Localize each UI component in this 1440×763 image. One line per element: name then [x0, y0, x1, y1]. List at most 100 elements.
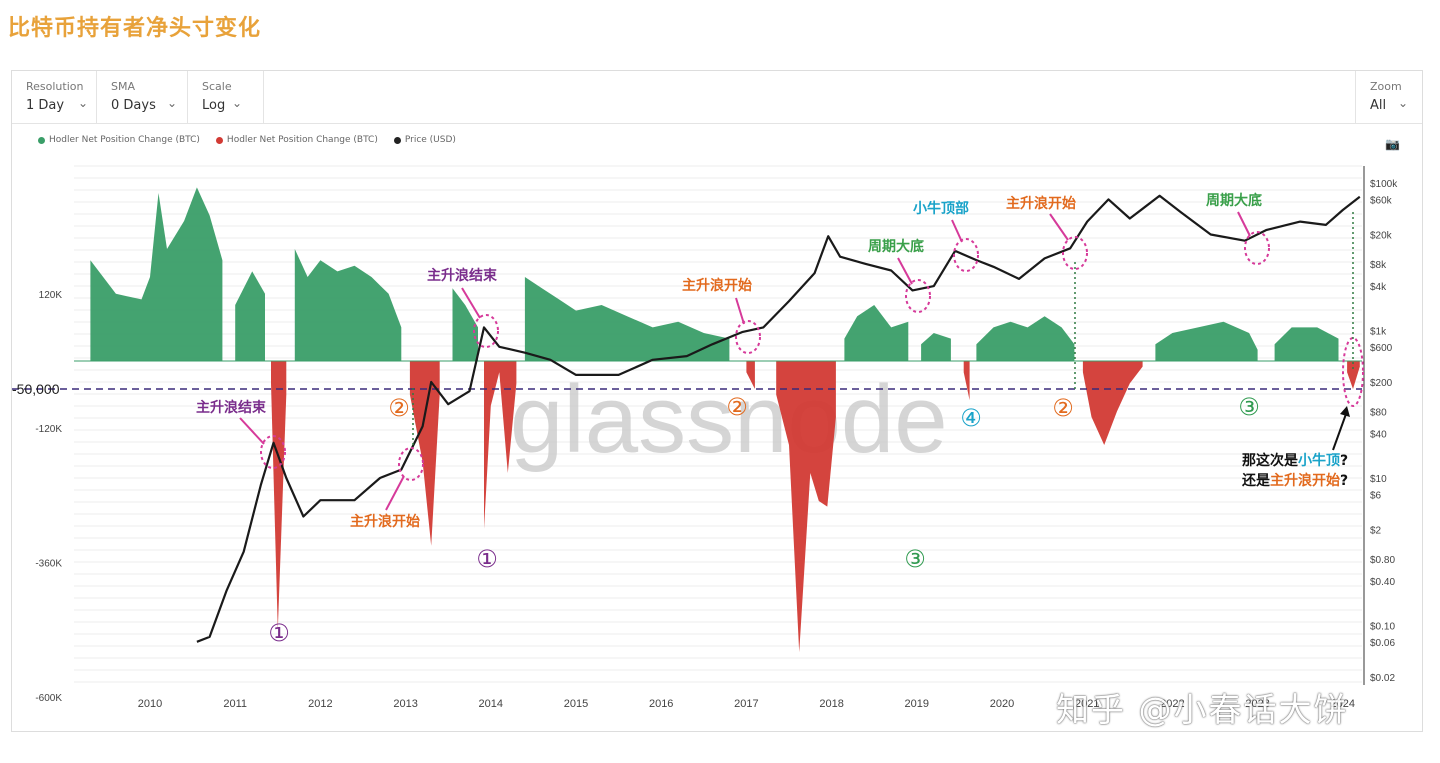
annotation-label: 小牛顶部	[913, 200, 969, 217]
question-part: 主升浪开始	[1270, 472, 1340, 489]
x-axis-tick: 2014	[479, 698, 503, 710]
highlight-circle	[473, 314, 499, 348]
right-axis-tick: $20k	[1370, 231, 1393, 242]
net-position-negative-area	[1082, 361, 1143, 445]
x-axis-tick: 2021	[1075, 698, 1099, 710]
footer-watermark: 知乎 @小春话大饼	[1056, 690, 1349, 729]
x-axis-tick: 2017	[734, 698, 758, 710]
annotation-arrow	[239, 417, 265, 445]
annotation-label: 主升浪开始	[350, 513, 420, 530]
page-title: 比特币持有者净头寸变化	[8, 16, 262, 41]
net-position-positive-area	[524, 277, 730, 361]
right-axis-tick: $80	[1370, 407, 1387, 418]
zoom-value: All	[1370, 98, 1387, 113]
annotation-label: 主升浪开始	[682, 277, 752, 294]
resolution-select[interactable]: Resolution 1 Day ⌄	[12, 71, 97, 123]
question-part: 小牛顶	[1298, 452, 1340, 469]
scale-select[interactable]: Scale Log ⌄	[188, 71, 264, 123]
left-axis-tick: 120K	[39, 290, 63, 301]
right-axis-tick: $0.10	[1370, 621, 1395, 632]
camera-icon[interactable]: 📷	[1385, 137, 1400, 151]
chevron-down-icon: ⌄	[232, 96, 243, 110]
legend-item-red[interactable]: Hodler Net Position Change (BTC)	[215, 135, 378, 145]
question-arrow	[1332, 413, 1347, 451]
net-position-positive-area	[1155, 321, 1258, 361]
legend-item-green[interactable]: Hodler Net Position Change (BTC)	[38, 135, 200, 145]
net-position-negative-area	[409, 361, 440, 546]
x-axis-tick: 2019	[905, 698, 929, 710]
annotation-arrow	[735, 297, 745, 325]
question-line-1: 那这次是小牛顶?	[1242, 452, 1348, 469]
zoom-select[interactable]: Zoom All ⌄	[1355, 71, 1422, 123]
chart-legend: Hodler Net Position Change (BTC) Hodler …	[38, 135, 456, 145]
chevron-down-icon: ⌄	[167, 96, 178, 110]
x-axis-tick: 2022	[1160, 698, 1184, 710]
sma-select[interactable]: SMA 0 Days ⌄	[97, 71, 188, 123]
left-axis-tick: -360K	[35, 559, 62, 570]
net-position-positive-area	[235, 271, 265, 361]
cycle-marker: ④	[960, 404, 982, 432]
x-axis-tick: 2012	[308, 698, 332, 710]
question-part: ?	[1340, 453, 1348, 469]
question-part: ?	[1340, 473, 1348, 489]
right-axis-tick: $100k	[1370, 179, 1398, 190]
cycle-marker: ①	[268, 619, 290, 647]
resolution-value: 1 Day	[26, 98, 65, 113]
glassnode-watermark: glassnode	[510, 366, 948, 473]
scale-label: Scale	[202, 80, 232, 93]
right-axis-tick: $0.80	[1370, 555, 1395, 566]
legend-dot	[38, 136, 45, 144]
right-axis-tick: $8k	[1370, 260, 1387, 271]
sma-value: 0 Days	[111, 98, 156, 113]
cycle-marker: ③	[904, 545, 926, 573]
price-line	[196, 194, 1361, 643]
cycle-marker: ②	[726, 393, 748, 421]
highlight-circle	[398, 447, 424, 481]
question-part: 那这次是	[1242, 452, 1299, 469]
annotation-arrow	[1237, 211, 1251, 237]
right-axis-tick: $6	[1370, 490, 1382, 501]
right-axis-tick: $600	[1370, 343, 1393, 354]
x-axis-tick: 2010	[138, 698, 162, 710]
highlight-circle	[953, 238, 979, 272]
right-axis-tick: $0.02	[1370, 673, 1395, 684]
question-line-2: 还是主升浪开始?	[1241, 472, 1348, 489]
net-position-positive-area	[921, 333, 951, 361]
annotation-arrow	[461, 287, 481, 319]
x-axis-tick: 2024	[1331, 698, 1355, 710]
chevron-down-icon: ⌄	[78, 96, 89, 110]
x-axis-tick: 2016	[649, 698, 673, 710]
legend-item-price[interactable]: Price (USD)	[393, 135, 456, 145]
sma-label: SMA	[111, 80, 135, 93]
legend-label: Price (USD)	[404, 135, 456, 145]
legend-dot	[393, 136, 401, 144]
highlight-circle	[905, 279, 931, 313]
net-position-positive-area	[452, 288, 478, 361]
right-axis-tick: $200	[1370, 378, 1393, 389]
annotation-label: 周期大底	[1206, 192, 1262, 209]
legend-label: Hodler Net Position Change (BTC)	[49, 135, 200, 145]
annotation-arrow	[1049, 213, 1069, 241]
x-axis-tick: 2023	[1245, 698, 1269, 710]
net-position-positive-area	[90, 187, 223, 361]
cycle-marker: ②	[388, 394, 410, 422]
annotation-arrow	[385, 475, 405, 511]
legend-label: Hodler Net Position Change (BTC)	[226, 135, 378, 145]
x-axis-tick: 2013	[393, 698, 417, 710]
net-position-positive-area	[294, 249, 402, 361]
right-axis-tick: $10	[1370, 474, 1387, 485]
chart-toolbar: Resolution 1 Day ⌄ SMA 0 Days ⌄ Scale Lo…	[12, 71, 1422, 124]
reference-line-label: -50,000	[12, 381, 60, 397]
highlight-circle	[1244, 231, 1270, 265]
x-axis-tick: 2011	[223, 698, 247, 710]
zoom-label: Zoom	[1370, 80, 1402, 93]
net-position-negative-area	[1347, 361, 1360, 389]
cycle-marker: ①	[476, 545, 498, 573]
right-axis-tick: $0.06	[1370, 638, 1395, 649]
annotation-label: 主升浪结束	[196, 399, 267, 416]
question-arrowhead	[1340, 406, 1350, 417]
resolution-label: Resolution	[26, 80, 84, 93]
annotation-label: 主升浪开始	[1006, 195, 1076, 212]
question-part: 还是	[1241, 472, 1271, 489]
